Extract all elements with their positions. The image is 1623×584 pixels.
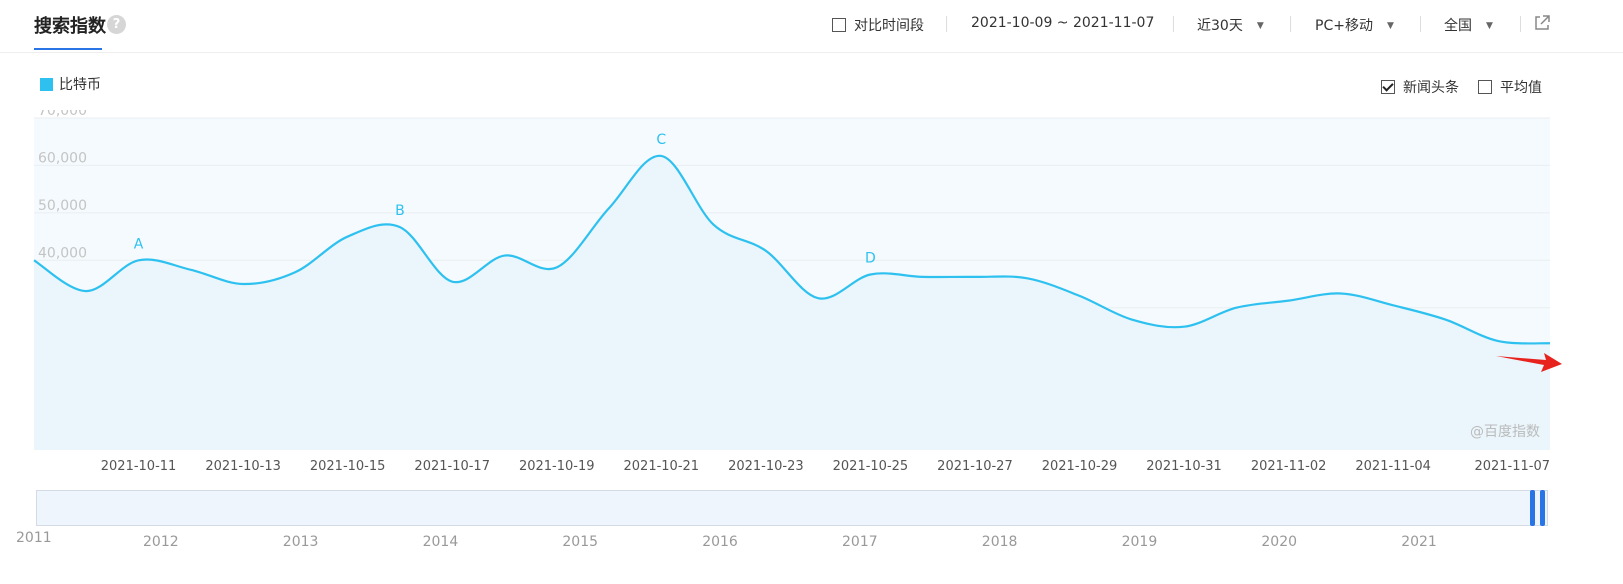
average-label: 平均值: [1500, 80, 1542, 96]
x-tick-label: 2021-10-29: [1042, 459, 1118, 474]
chevron-down-icon: ▼: [1486, 21, 1493, 31]
x-tick-label: 2021-10-25: [833, 459, 909, 474]
chart-legend[interactable]: 比特币: [40, 74, 101, 94]
header-bar: 搜索指数 ? 对比时间段 2021-10-09 ~ 2021-11-07 近30…: [0, 0, 1623, 53]
timeline-year-label: 2015: [562, 534, 599, 550]
x-tick-label: 2021-10-27: [937, 459, 1013, 474]
annotation-label: A: [134, 236, 144, 252]
page-title: 搜索指数: [34, 16, 106, 37]
x-tick-label: 2021-10-23: [728, 459, 804, 474]
news-label: 新闻头条: [1403, 80, 1459, 96]
y-tick-label: 40,000: [38, 245, 87, 261]
timeline-year-label: 2021: [1401, 534, 1437, 550]
divider: [1290, 16, 1291, 32]
trend-arrow-icon: [1496, 353, 1562, 372]
region-value: 全国: [1444, 18, 1472, 34]
news-toggle[interactable]: 新闻头条: [1381, 77, 1459, 97]
y-tick-label: 60,000: [38, 150, 87, 166]
x-tick-label: 2021-10-15: [310, 459, 386, 474]
average-checkbox[interactable]: [1478, 80, 1492, 94]
x-tick-label: 2021-11-04: [1355, 459, 1431, 474]
timeline-year-label: 2019: [1121, 534, 1158, 550]
slider-handle-end[interactable]: [1540, 490, 1545, 526]
timeline-year-label: 2020: [1261, 534, 1298, 550]
divider: [946, 16, 947, 32]
series-line: [33, 154, 1551, 345]
annotation-label: B: [395, 203, 405, 219]
compare-period-toggle[interactable]: 对比时间段: [832, 15, 924, 35]
timeline-year-label: 2013: [282, 534, 319, 550]
x-tick-label: 2021-10-31: [1146, 459, 1222, 474]
chevron-down-icon: ▼: [1256, 21, 1264, 31]
average-toggle[interactable]: 平均值: [1478, 77, 1542, 97]
timeline-year-label: 2017: [842, 534, 878, 550]
compare-label: 对比时间段: [854, 18, 924, 34]
x-tick-label: 2021-11-07: [1474, 459, 1550, 474]
region-select[interactable]: 全国 ▼: [1444, 15, 1493, 35]
legend-swatch: [40, 78, 53, 91]
chevron-down-icon: ▼: [1386, 21, 1394, 31]
title-tab-indicator: [34, 48, 102, 50]
timeline-year-label: 2011: [16, 530, 52, 546]
x-tick-label: 2021-10-19: [519, 459, 595, 474]
time-range-slider[interactable]: [36, 490, 1548, 526]
x-tick-label: 2021-10-11: [101, 459, 177, 474]
date-range-picker[interactable]: 2021-10-09 ~ 2021-11-07: [971, 15, 1155, 31]
y-tick-label: 70,000: [38, 110, 87, 119]
search-index-chart[interactable]: 10,00020,00030,00040,00050,00060,00070,0…: [0, 110, 1623, 480]
timeline-year-label: 2016: [702, 534, 738, 550]
device-select[interactable]: PC+移动 ▼: [1315, 15, 1394, 35]
compare-checkbox[interactable]: [832, 18, 846, 32]
slider-handle-start[interactable]: [1530, 490, 1535, 526]
legend-label: 比特币: [59, 77, 101, 93]
timeline-year-label: 2018: [981, 534, 1018, 550]
annotation-label: D: [865, 251, 876, 267]
timeline-year-label: 2012: [143, 534, 179, 550]
news-checkbox[interactable]: [1381, 80, 1395, 94]
x-tick-label: 2021-10-13: [205, 459, 281, 474]
share-icon[interactable]: [1533, 14, 1551, 32]
timeline-year-label: 2014: [422, 534, 459, 550]
x-tick-label: 2021-11-02: [1251, 459, 1327, 474]
x-tick-label: 2021-10-17: [414, 459, 490, 474]
annotation-label: C: [656, 132, 666, 148]
device-value: PC+移动: [1315, 18, 1373, 34]
divider: [1420, 16, 1421, 32]
period-select[interactable]: 近30天 ▼: [1197, 15, 1264, 35]
divider: [1520, 16, 1521, 32]
watermark: @百度指数: [1470, 424, 1540, 440]
y-tick-label: 50,000: [38, 198, 87, 214]
x-tick-label: 2021-10-21: [624, 459, 700, 474]
series-area: [34, 155, 1550, 451]
help-icon[interactable]: ?: [107, 15, 126, 34]
divider: [1173, 16, 1174, 32]
period-value: 近30天: [1197, 18, 1243, 34]
